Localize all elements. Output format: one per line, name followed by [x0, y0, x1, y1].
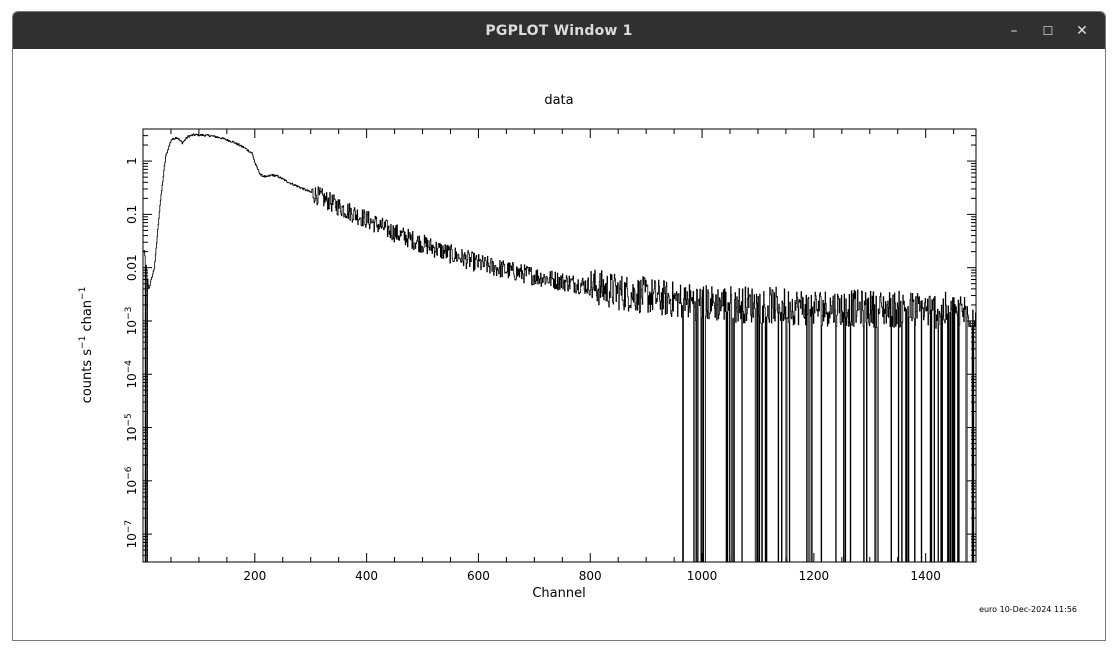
chart-title: data — [544, 93, 573, 108]
y-tick-label-text: 10−7 — [124, 520, 139, 549]
y-tick-label: 1 — [125, 157, 139, 165]
y-tick-label-text: 0.1 — [125, 205, 139, 224]
minimize-icon: – — [1010, 22, 1018, 39]
y-tick-label-text: 10−3 — [124, 307, 139, 336]
plot-frame — [142, 128, 977, 563]
y-tick-label-text: 10−4 — [124, 360, 139, 389]
y-tick-label: 10−7 — [124, 520, 139, 549]
close-icon: ✕ — [1076, 22, 1088, 39]
maximize-icon: ☐ — [1042, 23, 1054, 38]
y-tick-label-text: 0.01 — [125, 254, 139, 281]
y-tick-label: 10−6 — [124, 466, 139, 495]
y-tick-label: 10−4 — [124, 360, 139, 389]
title-bar[interactable]: PGPLOT Window 1 – ☐ ✕ — [13, 12, 1105, 49]
x-tick-label: 200 — [243, 569, 266, 583]
chart: data 200 400 600 800 1000 1200 1400 1 0.1 0.01 10… — [78, 93, 1077, 614]
y-tick-label: 0.01 — [125, 254, 139, 281]
window-title: PGPLOT Window 1 — [485, 22, 633, 39]
close-button[interactable]: ✕ — [1065, 17, 1099, 45]
y-tick-label: 0.1 — [125, 205, 139, 224]
x-tick-label: 600 — [467, 569, 490, 583]
y-axis-label: counts s−1 chan−1 — [78, 287, 95, 404]
y-tick-label: 10−3 — [124, 307, 139, 336]
y-tick-label-text: 10−6 — [124, 466, 139, 495]
plot-canvas: data 200 400 600 800 1000 1200 1400 1 0.1 0.01 10… — [13, 49, 1105, 640]
series-group — [143, 133, 977, 563]
x-tick-label: 1200 — [799, 569, 830, 583]
minimize-button[interactable]: – — [997, 17, 1031, 45]
x-tick-label: 1000 — [687, 569, 718, 583]
x-tick-label: 400 — [355, 569, 378, 583]
y-axis-label-text: counts s−1 chan−1 — [78, 287, 95, 404]
y-axis: 1 0.1 0.01 10−3 10−4 10−5 10−6 10−7 — [124, 128, 976, 563]
maximize-button[interactable]: ☐ — [1031, 17, 1065, 45]
y-tick-label: 10−5 — [124, 413, 139, 442]
y-tick-label-text: 10−5 — [124, 413, 139, 442]
data-series-line — [143, 133, 977, 563]
x-axis: 200 400 600 800 1000 1200 1400 — [142, 129, 955, 583]
pgplot-window: PGPLOT Window 1 – ☐ ✕ data 200 400 600 800 1… — [12, 11, 1106, 641]
footer-stamp: euro 10-Dec-2024 11:56 — [979, 605, 1077, 614]
x-tick-label: 1400 — [910, 569, 941, 583]
x-axis-label: Channel — [532, 586, 585, 601]
x-tick-label: 800 — [579, 569, 602, 583]
window-controls: – ☐ ✕ — [997, 12, 1099, 49]
y-tick-label-text: 1 — [125, 157, 139, 165]
